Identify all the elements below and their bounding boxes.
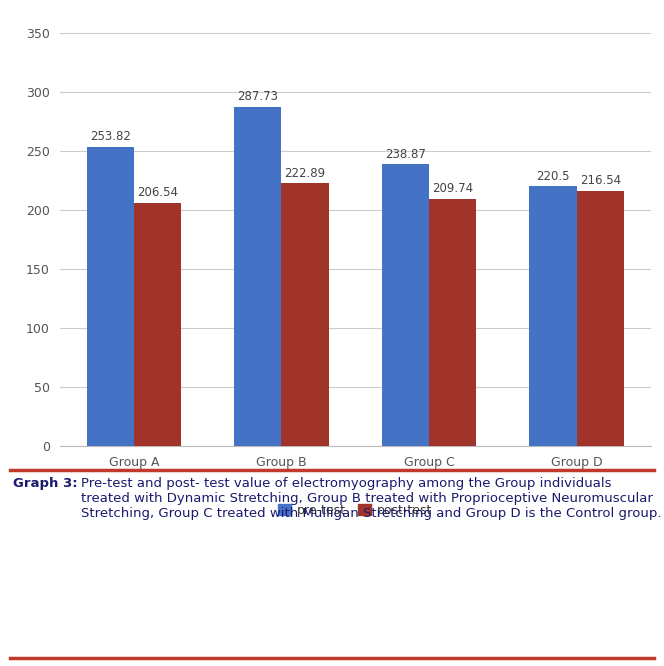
Bar — [576, 190, 624, 446]
Bar — [234, 107, 282, 446]
Legend: pre-test, post-test: pre-test, post-test — [274, 500, 436, 520]
Bar — [86, 147, 134, 446]
Bar — [134, 202, 181, 446]
Text: 220.5: 220.5 — [537, 170, 570, 182]
Text: 253.82: 253.82 — [90, 131, 131, 143]
Bar — [529, 186, 576, 446]
Bar — [282, 183, 329, 446]
Text: 222.89: 222.89 — [284, 166, 325, 180]
Text: Pre-test and post- test value of electromyography among the Group individuals tr: Pre-test and post- test value of electro… — [81, 477, 661, 519]
Text: 209.74: 209.74 — [432, 182, 473, 195]
Bar — [429, 198, 476, 446]
Text: 238.87: 238.87 — [385, 148, 426, 161]
Text: 216.54: 216.54 — [580, 174, 621, 187]
Text: 206.54: 206.54 — [137, 186, 178, 199]
Bar — [382, 165, 429, 446]
Text: Graph 3:: Graph 3: — [13, 477, 78, 490]
Text: 287.73: 287.73 — [237, 90, 278, 103]
